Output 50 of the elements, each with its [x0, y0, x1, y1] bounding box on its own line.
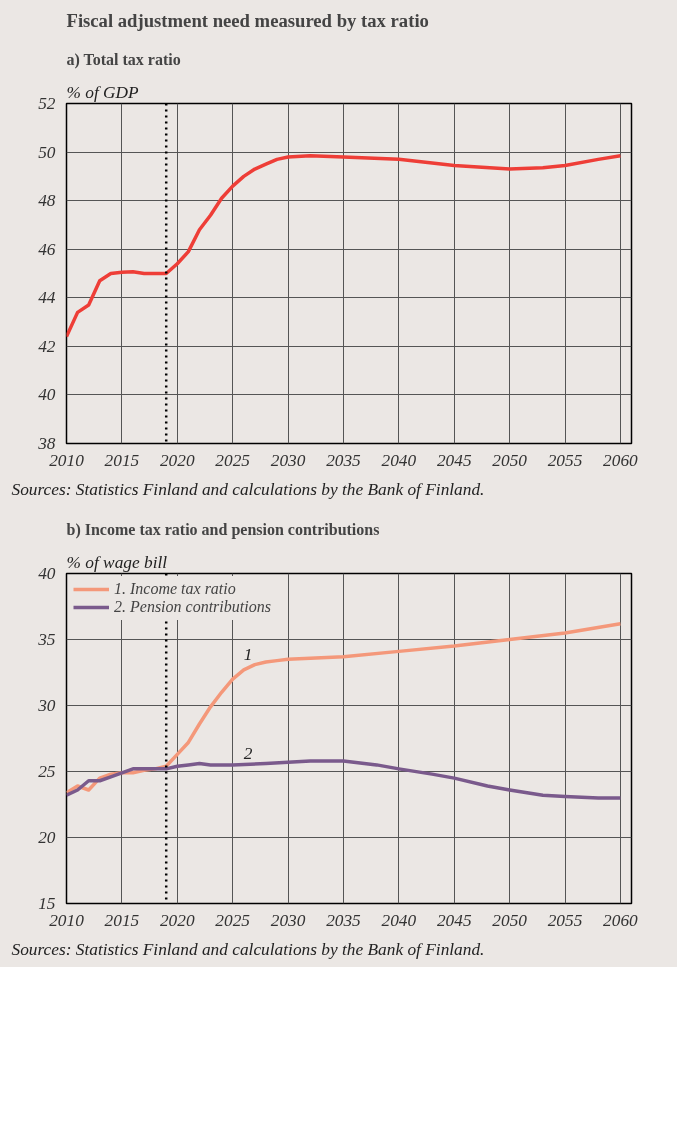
y-tick-label: 52 — [38, 94, 56, 113]
y-axis-title: % of wage bill — [66, 552, 168, 572]
y-tick-label: 46 — [38, 239, 56, 259]
line-series — [66, 153, 623, 339]
annotation: 2 — [243, 743, 253, 763]
legend-label: 1. Income tax ratio — [114, 580, 236, 598]
legend-label: 2. Pension contributions — [114, 598, 271, 616]
x-tick-label: 2015 — [104, 910, 140, 930]
x-tick-label: 2060 — [603, 450, 639, 470]
line-series — [66, 759, 623, 800]
x-tick-label: 2050 — [492, 910, 528, 930]
x-tick-label: 2035 — [326, 910, 362, 930]
x-tick-label: 2040 — [381, 910, 417, 930]
y-axis-title: % of GDP — [66, 82, 140, 102]
x-tick-label: 2040 — [381, 450, 417, 470]
x-tick-label: 2020 — [159, 450, 195, 470]
y-tick-label: 25 — [38, 762, 56, 781]
y-tick-label: 50 — [38, 142, 56, 162]
x-tick-label: 2025 — [215, 450, 251, 470]
annotation: 1 — [243, 644, 253, 664]
x-tick-label: 2045 — [436, 910, 472, 930]
source-note: Sources: Statistics Finland and calculations by the Bank of Finland. — [11, 479, 485, 499]
x-tick-label: 2030 — [270, 450, 306, 470]
x-tick-label: 2025 — [215, 910, 251, 930]
chart-title: Fiscal adjustment need measured by tax ratio — [66, 9, 429, 31]
source-note: Sources: Statistics Finland and calculations by the Bank of Finland. — [11, 939, 485, 959]
x-tick-label: 2060 — [603, 910, 639, 930]
x-tick-label: 2050 — [492, 450, 528, 470]
x-tick-label: 2020 — [159, 910, 195, 930]
y-tick-label: 42 — [38, 336, 56, 356]
y-tick-label: 44 — [38, 288, 56, 308]
x-tick-label: 2030 — [270, 910, 306, 930]
y-tick-label: 48 — [38, 191, 56, 211]
y-tick-label: 30 — [37, 696, 56, 715]
y-tick-label: 40 — [38, 564, 56, 583]
y-tick-label: 15 — [38, 894, 56, 913]
x-tick-label: 2015 — [104, 450, 140, 470]
x-tick-label: 2035 — [326, 450, 362, 470]
x-tick-label: 2010 — [49, 910, 85, 930]
x-tick-label: 2055 — [547, 450, 583, 470]
y-tick-label: 35 — [37, 630, 56, 649]
x-tick-label: 2055 — [547, 910, 583, 930]
y-tick-label: 20 — [38, 828, 56, 847]
x-tick-label: 2010 — [49, 450, 85, 470]
chart-subtitle: a) Total tax ratio — [66, 50, 181, 69]
y-tick-label: 40 — [38, 385, 56, 405]
line-series — [66, 621, 623, 795]
y-tick-label: 38 — [37, 434, 56, 453]
x-tick-label: 2045 — [436, 450, 472, 470]
chart-title: b) Income tax ratio and pension contributions — [66, 520, 380, 539]
